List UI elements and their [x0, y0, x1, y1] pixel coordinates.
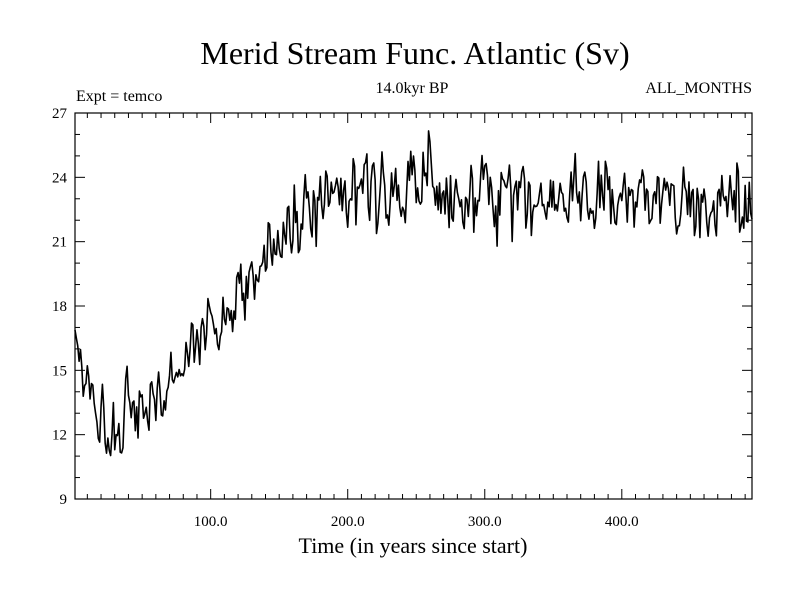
y-tick-label: 27	[52, 106, 68, 122]
x-tick-label: 100.0	[194, 514, 228, 530]
x-tick-label: 200.0	[331, 514, 365, 530]
series-line	[74, 130, 753, 457]
experiment-label: Expt = temco	[76, 88, 162, 105]
y-tick-label: 15	[52, 363, 67, 379]
y-tick-label: 9	[60, 492, 68, 508]
y-tick-label: 21	[52, 235, 67, 251]
x-tick-label: 400.0	[605, 514, 639, 530]
plot-frame	[74, 112, 753, 500]
chart-title: Merid Stream Func. Atlantic (Sv)	[200, 35, 629, 71]
chart-subtitle: 14.0kyr BP	[376, 80, 449, 97]
x-axis-label: Time (in years since start)	[299, 533, 528, 558]
x-tick-label: 300.0	[468, 514, 502, 530]
y-tick-label: 18	[52, 299, 67, 315]
y-axis-ticks: 9 12 15 18 21 24 27	[52, 106, 752, 508]
y-tick-label: 24	[52, 170, 68, 186]
months-label: ALL_MONTHS	[645, 80, 752, 97]
y-tick-label: 12	[52, 428, 67, 444]
series-layer	[74, 130, 753, 457]
x-axis-ticks: 100.0 200.0 300.0 400.0	[86, 113, 746, 530]
